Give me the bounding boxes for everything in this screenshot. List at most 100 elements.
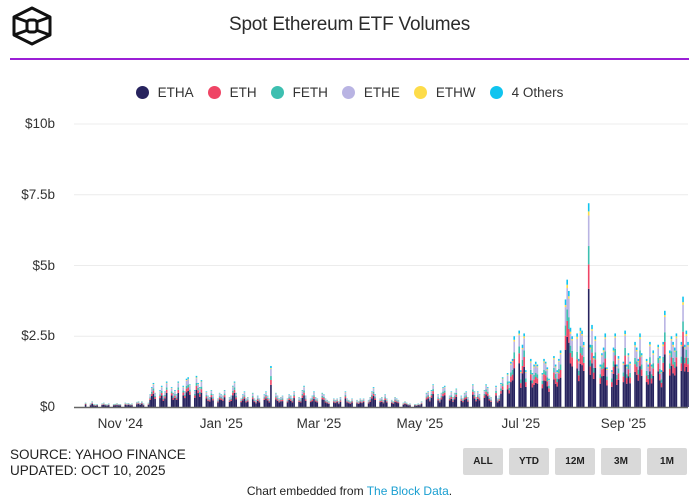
bar-segment-ethe[interactable] xyxy=(500,385,502,389)
bar-segment-4-others[interactable] xyxy=(212,394,214,395)
bar-segment-eth[interactable] xyxy=(661,383,663,387)
bar-segment-eth[interactable] xyxy=(396,401,398,402)
bar-segment-etha[interactable] xyxy=(441,399,443,407)
bar-stack[interactable] xyxy=(201,380,203,407)
bar-segment-eth[interactable] xyxy=(432,391,434,394)
bar-segment-eth[interactable] xyxy=(138,403,140,404)
bar-segment-ethw[interactable] xyxy=(570,332,572,334)
bar-segment-eth[interactable] xyxy=(628,369,630,376)
bar-segment-etha[interactable] xyxy=(671,366,673,407)
bar-segment-feth[interactable] xyxy=(396,401,398,402)
bar-segment-etha[interactable] xyxy=(207,401,209,407)
bar-segment-ethw[interactable] xyxy=(547,369,549,370)
bar-segment-eth[interactable] xyxy=(220,398,222,400)
bar-segment-etha[interactable] xyxy=(194,398,196,407)
bar-segment-eth[interactable] xyxy=(542,384,544,388)
bar-segment-feth[interactable] xyxy=(206,395,208,396)
bar-segment-ethe[interactable] xyxy=(229,398,231,400)
bar-stack[interactable] xyxy=(247,397,249,407)
bar-stack[interactable] xyxy=(416,405,418,407)
bar-segment-ethe[interactable] xyxy=(591,331,593,345)
bar-segment-etha[interactable] xyxy=(604,367,606,407)
bar-segment-4-others[interactable] xyxy=(684,345,686,347)
bar-segment-ethe[interactable] xyxy=(475,398,477,399)
bar-stack[interactable] xyxy=(520,370,522,407)
bar-segment-4-others[interactable] xyxy=(553,356,555,358)
bar-segment-4-others[interactable] xyxy=(676,333,678,336)
bar-stack[interactable] xyxy=(545,362,547,407)
bar-segment-eth[interactable] xyxy=(374,398,376,400)
bar-segment-ethw[interactable] xyxy=(613,351,615,353)
bar-segment-eth[interactable] xyxy=(490,401,492,402)
bar-segment-ethe[interactable] xyxy=(189,386,191,390)
bar-segment-etha[interactable] xyxy=(174,398,176,407)
bar-segment-ethe[interactable] xyxy=(257,396,259,398)
bar-segment-etha[interactable] xyxy=(149,400,151,407)
bar-segment-eth[interactable] xyxy=(292,401,294,402)
bar-stack[interactable] xyxy=(371,391,373,407)
bar-segment-eth[interactable] xyxy=(186,389,188,393)
bar-segment-eth[interactable] xyxy=(671,357,673,365)
bar-stack[interactable] xyxy=(535,362,537,407)
bar-segment-etha[interactable] xyxy=(211,397,213,407)
bar-segment-eth[interactable] xyxy=(568,329,570,343)
bar-segment-ethw[interactable] xyxy=(629,364,631,365)
bar-segment-ethw[interactable] xyxy=(558,361,560,362)
bar-segment-etha[interactable] xyxy=(328,404,330,407)
bar-segment-ethe[interactable] xyxy=(684,348,686,357)
bar-segment-feth[interactable] xyxy=(229,400,231,401)
bar-segment-feth[interactable] xyxy=(649,357,651,363)
bar-segment-etha[interactable] xyxy=(305,401,307,407)
bar-segment-ethe[interactable] xyxy=(558,362,560,369)
bar-segment-ethw[interactable] xyxy=(581,334,583,335)
bar-stack[interactable] xyxy=(149,394,151,407)
bar-segment-feth[interactable] xyxy=(593,368,595,373)
bar-segment-etha[interactable] xyxy=(522,373,524,407)
bar-segment-eth[interactable] xyxy=(614,355,616,364)
bar-segment-eth[interactable] xyxy=(379,401,381,402)
bar-stack[interactable] xyxy=(287,399,289,407)
bar-stack[interactable] xyxy=(652,350,654,407)
bar-segment-ethe[interactable] xyxy=(235,394,237,396)
bar-segment-ethe[interactable] xyxy=(662,346,664,357)
bar-segment-feth[interactable] xyxy=(310,400,312,401)
bar-segment-4-others[interactable] xyxy=(532,373,534,374)
bar-segment-ethw[interactable] xyxy=(634,345,636,346)
bar-segment-feth[interactable] xyxy=(166,387,168,389)
bar-stack[interactable] xyxy=(368,400,370,407)
bar-segment-feth[interactable] xyxy=(393,403,395,404)
bar-segment-ethe[interactable] xyxy=(153,385,155,389)
bar-segment-ethe[interactable] xyxy=(508,383,510,387)
bar-segment-ethw[interactable] xyxy=(545,364,547,365)
bar-segment-ethw[interactable] xyxy=(555,366,557,367)
bar-segment-4-others[interactable] xyxy=(638,359,640,361)
bar-stack[interactable] xyxy=(136,402,138,407)
bar-segment-ethe[interactable] xyxy=(535,365,537,373)
bar-segment-ethe[interactable] xyxy=(230,396,232,398)
bar-segment-feth[interactable] xyxy=(427,395,429,396)
bar-stack[interactable] xyxy=(543,359,545,407)
bar-segment-ethe[interactable] xyxy=(305,397,307,399)
bar-segment-4-others[interactable] xyxy=(345,391,347,392)
bar-segment-eth[interactable] xyxy=(555,378,557,383)
bar-segment-eth[interactable] xyxy=(649,363,651,371)
bar-stack[interactable] xyxy=(384,394,386,407)
bar-segment-eth[interactable] xyxy=(613,367,615,374)
bar-segment-etha[interactable] xyxy=(310,402,312,407)
bar-segment-etha[interactable] xyxy=(442,396,444,407)
bar-segment-4-others[interactable] xyxy=(525,370,527,372)
bar-stack[interactable] xyxy=(576,333,578,407)
bar-segment-etha[interactable] xyxy=(634,372,636,407)
bar-stack[interactable] xyxy=(460,396,462,407)
bar-stack[interactable] xyxy=(219,393,221,407)
bar-stack[interactable] xyxy=(566,280,568,407)
bar-segment-feth[interactable] xyxy=(384,397,386,398)
bar-segment-feth[interactable] xyxy=(543,370,545,374)
bar-segment-ethe[interactable] xyxy=(583,347,585,357)
bar-segment-feth[interactable] xyxy=(664,332,666,342)
bar-segment-feth[interactable] xyxy=(439,401,441,402)
bar-segment-etha[interactable] xyxy=(340,402,342,407)
bar-segment-4-others[interactable] xyxy=(222,396,224,397)
bar-segment-ethe[interactable] xyxy=(396,399,398,400)
bar-stack[interactable] xyxy=(222,396,224,407)
